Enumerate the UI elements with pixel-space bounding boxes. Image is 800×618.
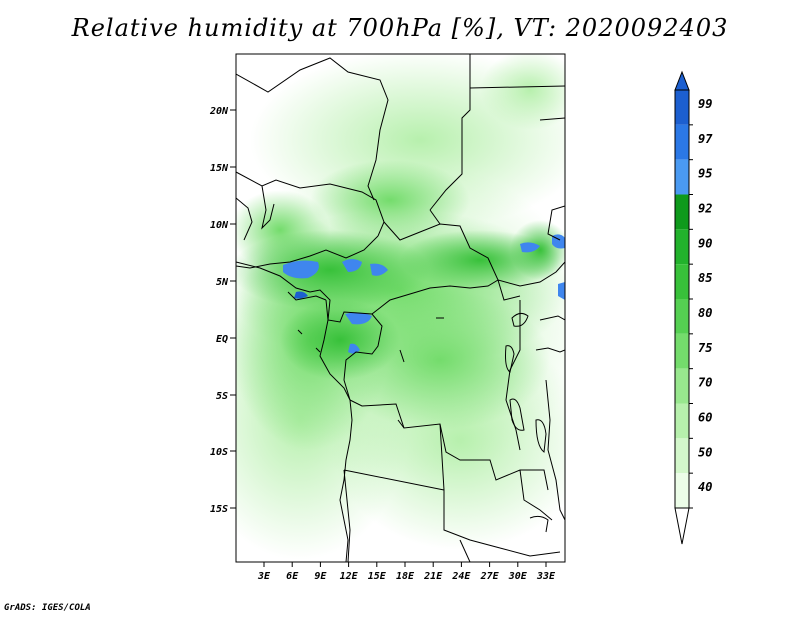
lon-tick-label: 27E: [480, 571, 500, 582]
colorbar-label: 75: [698, 341, 712, 355]
colorbar-label: 97: [698, 132, 713, 146]
colorbar-top-arrow: [674, 70, 690, 91]
colorbar-swatch: [675, 299, 689, 334]
lat-tick-label: 5S: [216, 391, 228, 402]
lat-tick-label: 15N: [210, 163, 229, 174]
colorbar-label: 80: [698, 306, 712, 320]
colorbar-swatch: [675, 124, 689, 160]
colorbar-label: 50: [698, 445, 712, 459]
lat-tick-label: 10N: [210, 220, 229, 231]
lon-tick-label: 21E: [423, 571, 443, 582]
colorbar-label: 70: [698, 376, 712, 390]
lakes: [399, 312, 549, 533]
lon-tick-label: 24E: [451, 571, 471, 582]
map-frame: [235, 53, 566, 563]
colorbar-label: 99: [698, 97, 712, 111]
colorbar-bottom-arrow: [674, 507, 690, 545]
lon-tick-label: 6E: [286, 571, 299, 582]
lon-tick-label: 18E: [396, 571, 415, 582]
colorbar-swatch: [675, 333, 689, 369]
colorbar-label: 90: [698, 236, 712, 250]
map-title: Relative humidity at 700hPa [%], VT: 202…: [71, 14, 729, 42]
lat-tick-label: 15S: [210, 504, 228, 515]
colorbar-swatch: [675, 403, 689, 439]
latitude-axis: 20N 15N 10N 5N EQ 5S 10S 15S: [209, 106, 236, 515]
country-borders: [236, 54, 565, 562]
humidity-field: [236, 54, 565, 562]
lon-tick-label: 3E: [257, 571, 271, 582]
colorbar-swatch: [675, 159, 689, 195]
colorbar-label: 85: [698, 271, 712, 285]
lon-tick-label: 15E: [368, 571, 387, 582]
longitude-axis: 3E 6E 9E 12E 15E 18E 21E 24E 27E 30E 33E: [257, 562, 556, 582]
lon-tick-label: 30E: [508, 571, 528, 582]
colorbar-swatch: [675, 194, 689, 230]
colorbar-label: 92: [698, 202, 712, 216]
grads-credit: GrADS: IGES/COLA: [4, 603, 91, 613]
lon-tick-label: 12E: [340, 571, 359, 582]
lat-tick-label: EQ: [216, 334, 228, 345]
colorbar-label: 95: [698, 167, 712, 181]
colorbar-swatch: [675, 264, 689, 299]
lat-tick-label: 10S: [210, 447, 228, 458]
colorbar-label: 40: [698, 480, 712, 494]
colorbar-swatch: [675, 229, 689, 265]
colorbar-swatch: [675, 90, 689, 125]
colorbar-swatch: [675, 473, 689, 508]
coastline: [236, 261, 353, 562]
lon-tick-label: 9E: [314, 571, 327, 582]
colorbar: 99 97 95 92 90 85 80 75 70 60 50 40: [674, 70, 713, 545]
lat-tick-label: 5N: [216, 277, 229, 288]
lat-tick-label: 20N: [209, 106, 229, 117]
colorbar-swatch: [675, 368, 689, 404]
colorbar-swatch: [675, 438, 689, 474]
colorbar-label: 60: [698, 411, 712, 425]
lon-tick-label: 33E: [536, 571, 556, 582]
